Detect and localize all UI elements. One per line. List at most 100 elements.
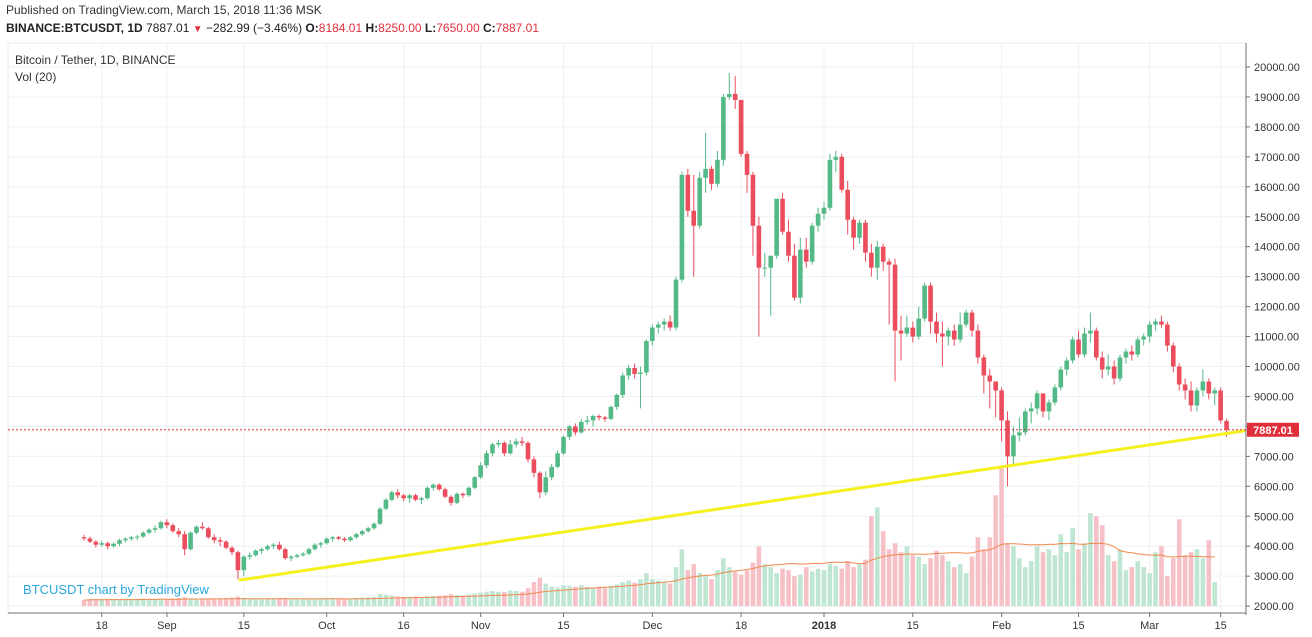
volume-bar: [377, 594, 383, 607]
y-tick-label: 3000.00: [1254, 571, 1294, 583]
volume-bar: [602, 588, 608, 607]
volume-bar: [940, 555, 945, 607]
candle-body: [863, 222, 868, 253]
volume-bar: [578, 585, 584, 607]
candle-body: [981, 357, 987, 376]
volume-bar: [833, 565, 839, 607]
watermark-link[interactable]: BTCUSDT chart by TradingView: [23, 582, 209, 597]
volume-bar: [206, 598, 211, 607]
volume-bar: [786, 570, 791, 607]
volume-bar: [928, 558, 933, 607]
volume-bar: [442, 595, 448, 607]
published-note: Published on TradingView.com, March 15, …: [6, 3, 322, 17]
volume-bar: [123, 600, 128, 607]
y-tick-label: 20000.00: [1254, 62, 1300, 74]
candle-body: [93, 541, 99, 545]
volume-bar: [336, 598, 341, 607]
volume-bar: [531, 582, 537, 607]
candle-body: [235, 552, 241, 571]
volume-bar: [152, 599, 158, 607]
volume-bar: [407, 596, 412, 607]
volume-bar: [294, 598, 300, 607]
candle-body: [513, 441, 519, 445]
volume-bar: [969, 556, 975, 607]
volume-bar: [158, 598, 164, 607]
x-tick-label: 16: [398, 620, 410, 632]
volume-bar: [1094, 516, 1099, 607]
candle-body: [1052, 387, 1058, 403]
volume-bar: [1111, 561, 1117, 607]
volume-bar: [774, 573, 779, 607]
volume-bar: [146, 599, 152, 607]
volume-bar: [762, 564, 768, 607]
candle-body: [626, 367, 631, 376]
candle-body: [300, 553, 306, 556]
volume-bar: [176, 598, 182, 607]
candle-body: [661, 321, 667, 325]
volume-bar: [620, 582, 626, 607]
volume-bar: [839, 568, 845, 607]
candle-body: [549, 466, 554, 478]
high-label: H:: [365, 21, 379, 35]
volume-bar: [845, 561, 850, 607]
candle-body: [371, 523, 377, 529]
candle-body: [146, 529, 152, 533]
close-value: 7887.01: [495, 21, 540, 35]
candle-body: [946, 330, 951, 337]
candle-body: [750, 174, 756, 226]
volume-bar: [1058, 534, 1064, 607]
volume-bar: [1005, 543, 1010, 607]
volume-bar: [721, 558, 726, 607]
candle-body: [833, 156, 839, 160]
volume-bar: [253, 598, 258, 607]
volume-bar: [821, 570, 827, 607]
volume-bar: [673, 567, 679, 607]
candle-body: [413, 495, 418, 500]
y-tick-label: 12000.00: [1254, 302, 1300, 314]
volume-bar: [738, 574, 744, 607]
candle-body: [1123, 351, 1129, 358]
volume-bar: [425, 596, 430, 607]
volume-bar: [359, 597, 365, 607]
candle-body: [484, 453, 489, 466]
candle-body: [241, 556, 247, 571]
volume-bar: [194, 598, 199, 607]
candle-body: [425, 487, 430, 499]
candle-body: [762, 267, 768, 269]
volume-bar: [1206, 540, 1212, 607]
y-tick-label: 15000.00: [1254, 212, 1300, 224]
volume-bar: [389, 595, 395, 607]
volume-bar: [211, 598, 217, 607]
volume-bar: [1088, 513, 1093, 607]
volume-bar: [1182, 555, 1188, 607]
high-value: 8250.00: [378, 21, 422, 35]
y-tick-label: 16000.00: [1254, 182, 1300, 194]
volume-bar: [300, 599, 306, 607]
volume-bar: [981, 549, 987, 607]
x-tick-label: 15: [1072, 620, 1084, 632]
candle-body: [1170, 345, 1176, 367]
volume-bar: [1064, 552, 1070, 607]
volume-bar: [271, 598, 276, 607]
candle-body: [229, 547, 235, 553]
candle-body: [721, 96, 726, 160]
candle-body: [798, 249, 803, 298]
candle-body: [294, 555, 300, 557]
volume-bar: [1017, 558, 1022, 607]
candle-body: [869, 252, 874, 268]
volume-bar: [590, 587, 596, 607]
candle-body: [1099, 357, 1105, 370]
volume-bar: [265, 598, 270, 607]
candle-body: [377, 508, 383, 524]
volume-bar: [105, 599, 110, 607]
volume-bar: [768, 567, 774, 607]
candle-body: [756, 225, 762, 268]
volume-bar: [484, 591, 489, 607]
candle-body: [436, 484, 442, 490]
candle-body: [1105, 366, 1111, 370]
volume-bar: [164, 598, 170, 607]
candle-body: [691, 210, 697, 226]
volume-bar: [567, 585, 572, 607]
volume-bar: [282, 598, 288, 607]
